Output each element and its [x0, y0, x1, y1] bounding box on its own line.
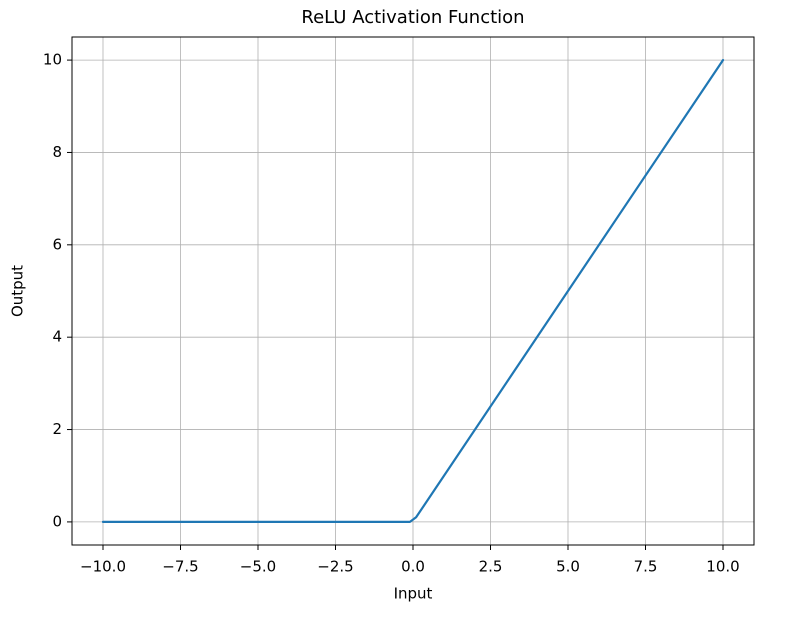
y-tick-label: 10	[43, 51, 62, 69]
x-axis-label: Input	[394, 585, 433, 603]
x-tick-label: 2.5	[479, 558, 503, 576]
y-axis-label: Output	[9, 265, 27, 317]
x-tick-label: 7.5	[634, 558, 658, 576]
x-tick-label: −2.5	[317, 558, 353, 576]
plot-frame	[71, 36, 755, 546]
x-tick-label: −5.0	[240, 558, 276, 576]
y-tick-label: 6	[52, 235, 62, 253]
line-series	[101, 58, 725, 524]
x-tick-label: −7.5	[162, 558, 198, 576]
y-tick-label: 4	[52, 328, 62, 346]
y-tick-label: 2	[52, 420, 62, 438]
chart-title: ReLU Activation Function	[301, 7, 524, 28]
y-tick-label: 8	[52, 143, 62, 161]
x-tick-label: 0.0	[401, 558, 425, 576]
x-tick-label: 5.0	[556, 558, 580, 576]
x-tick-label: −10.0	[80, 558, 126, 576]
x-tick-label: 10.0	[706, 558, 739, 576]
y-tick-label: 0	[52, 512, 62, 530]
